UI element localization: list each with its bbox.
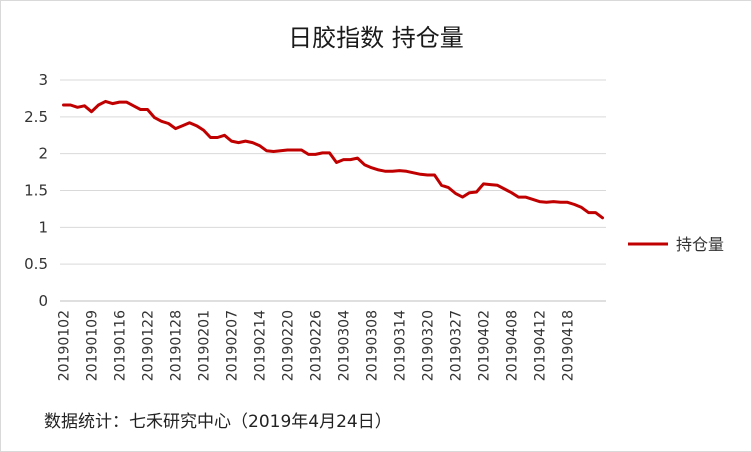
- data-source-note: 数据统计：七禾研究中心（2019年4月24日）: [44, 412, 392, 432]
- y-tick-label: 0.5: [24, 255, 48, 273]
- x-tick-label: 20190418: [561, 310, 577, 381]
- y-tick-label: 2: [38, 145, 48, 163]
- x-tick-label: 20190109: [85, 310, 101, 381]
- series-line: [62, 99, 604, 220]
- x-tick-label: 20190327: [449, 310, 465, 381]
- x-tick-label: 20190201: [197, 310, 213, 381]
- x-tick-label: 20190220: [281, 310, 297, 381]
- x-tick-label: 20190226: [309, 310, 325, 381]
- x-tick-label: 20190128: [169, 310, 185, 381]
- y-tick-label: 3: [38, 71, 48, 89]
- chart-title: 日胶指数 持仓量: [288, 24, 464, 52]
- x-tick-label: 20190304: [337, 310, 353, 381]
- legend-label: 持仓量: [676, 235, 724, 254]
- x-tick-label: 20190408: [505, 310, 521, 381]
- x-tick-label: 20190122: [141, 310, 157, 381]
- y-tick-label: 1: [38, 218, 48, 236]
- y-tick-label: 0: [38, 292, 48, 310]
- x-tick-label: 20190214: [253, 310, 269, 381]
- x-tick-label: 20190102: [57, 310, 73, 381]
- x-tick-label: 20190412: [533, 310, 549, 381]
- x-tick-label: 20190320: [421, 310, 437, 381]
- x-tick-label: 20190116: [113, 310, 129, 381]
- y-tick-label: 2.5: [24, 108, 48, 126]
- y-tick-label: 1.5: [24, 182, 48, 200]
- x-tick-label: 20190402: [477, 310, 493, 381]
- x-tick-label: 20190314: [393, 310, 409, 381]
- x-tick-label: 20190308: [365, 310, 381, 381]
- x-tick-label: 20190207: [225, 310, 241, 381]
